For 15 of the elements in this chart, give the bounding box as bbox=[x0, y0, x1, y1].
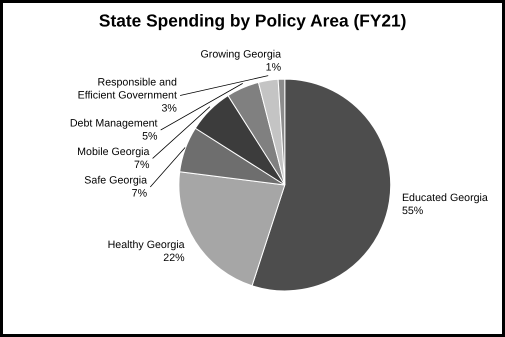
slice-label: Growing Georgia bbox=[200, 48, 282, 60]
data-label: 3% bbox=[162, 102, 178, 115]
slice-label: Safe Georgia bbox=[84, 174, 148, 186]
slice-label: Educated Georgia bbox=[402, 192, 488, 204]
data-label: 1% bbox=[266, 62, 282, 74]
data-label: 5% bbox=[142, 130, 158, 143]
data-label: 7% bbox=[132, 188, 148, 200]
chart-title: State Spending by Policy Area (FY21) bbox=[98, 10, 406, 30]
slice-label: Responsible and Efficient Government bbox=[78, 76, 177, 102]
slice-label: Debt Management bbox=[70, 117, 158, 130]
slice-label: Mobile Georgia bbox=[77, 146, 150, 158]
slice-label: Healthy Georgia bbox=[108, 238, 185, 251]
data-label: 7% bbox=[134, 159, 150, 172]
data-label: 55% bbox=[402, 205, 424, 218]
data-label: 22% bbox=[163, 252, 186, 264]
